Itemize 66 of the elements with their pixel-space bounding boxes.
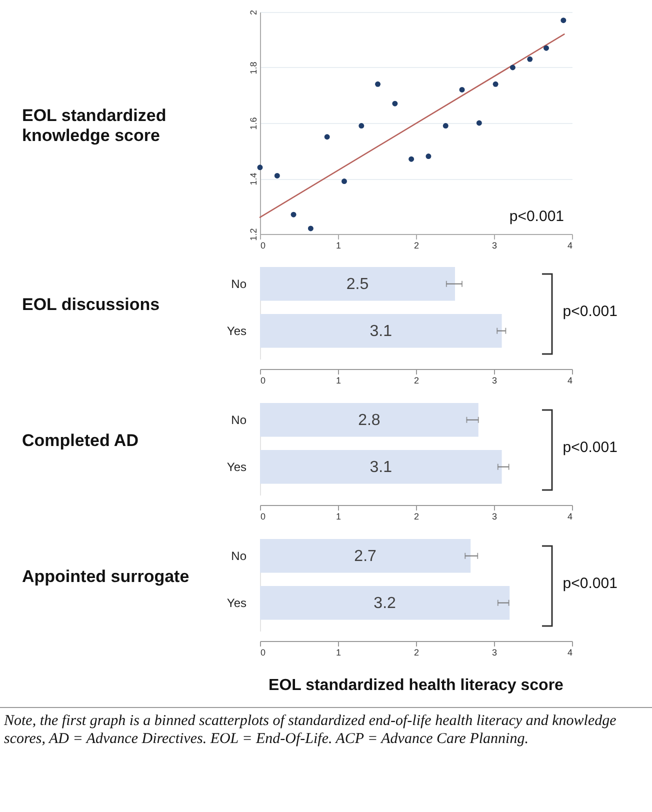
y-axis-title: Completed AD xyxy=(21,430,140,452)
point xyxy=(290,212,296,218)
x-axis-title: EOL standardized health literacy score xyxy=(268,677,564,695)
x-tick-label: 0 xyxy=(260,512,266,522)
x-tick-label: 4 xyxy=(567,376,572,386)
x-tick-label: 2 xyxy=(414,240,420,250)
x-tick-label: 2 xyxy=(414,648,420,658)
x-tick-label: 2 xyxy=(414,512,420,522)
point xyxy=(342,178,347,184)
point xyxy=(544,45,549,51)
x-tick-label: 1 xyxy=(336,240,342,250)
point xyxy=(426,154,432,160)
data-label: 3.2 xyxy=(374,594,396,612)
data-label: 2.8 xyxy=(358,412,380,429)
x-tick-label: 1 xyxy=(336,648,342,658)
x-tick-label: 0 xyxy=(260,376,266,386)
x-tick-label: 2 xyxy=(414,376,420,386)
point xyxy=(308,226,314,232)
annotation: p<0.001 xyxy=(509,208,564,225)
point xyxy=(324,134,330,140)
x-tick-label: 3 xyxy=(492,376,498,386)
annotation: p<0.001 xyxy=(562,575,618,592)
x-tick-label: 3 xyxy=(492,648,498,658)
point xyxy=(442,123,448,129)
point xyxy=(560,18,566,24)
y-axis-title: Appointed surrogate xyxy=(21,566,190,588)
x-tick-label: 3 xyxy=(492,512,498,522)
point xyxy=(459,86,465,92)
text: Note, the first graph is a binned scatterplots of standardized end-of-life health literacy and knowledge scores, AD = Advance Directives. EOL = End-Of-Life. ACP = Advance Care Planning. xyxy=(0,707,652,752)
y-tick-label: Yes xyxy=(226,596,246,610)
point xyxy=(527,56,533,62)
annotation: p<0.001 xyxy=(562,303,618,320)
x-tick-label: 4 xyxy=(567,240,572,250)
y-axis-title: EOL standardized knowledge score xyxy=(21,105,168,147)
y-tick-label: 1.6 xyxy=(248,117,258,130)
y-tick-label: 1.8 xyxy=(248,62,258,74)
data-label: 3.1 xyxy=(370,458,392,476)
annotation: p<0.001 xyxy=(562,439,618,456)
y-tick-label: No xyxy=(231,412,247,427)
y-tick-label: No xyxy=(231,548,247,563)
point xyxy=(408,156,414,162)
x-tick-label: 0 xyxy=(260,648,266,658)
data-label: 2.5 xyxy=(346,276,369,293)
data-label: 3.1 xyxy=(370,322,392,340)
point xyxy=(274,172,280,178)
y-axis-title: EOL discussions xyxy=(21,294,161,316)
x-tick-label: 0 xyxy=(260,240,266,250)
y-tick-label: Yes xyxy=(226,460,246,474)
x-tick-label: 1 xyxy=(336,376,342,386)
x-tick-label: 4 xyxy=(567,648,572,658)
data-label: 2.7 xyxy=(354,548,377,565)
point xyxy=(510,64,516,70)
y-tick-label: 1.4 xyxy=(248,172,258,186)
y-tick-label: 1.2 xyxy=(248,228,258,241)
point xyxy=(392,100,398,106)
point xyxy=(492,81,498,87)
y-tick-label: Yes xyxy=(226,324,246,338)
x-tick-label: 3 xyxy=(492,240,498,250)
point xyxy=(476,120,482,126)
y-tick-label: 2 xyxy=(248,10,258,16)
point xyxy=(358,123,364,129)
x-tick-label: 1 xyxy=(336,512,342,522)
point xyxy=(257,164,263,170)
x-tick-label: 4 xyxy=(567,512,572,522)
point xyxy=(375,81,381,87)
y-tick-label: No xyxy=(231,276,247,291)
